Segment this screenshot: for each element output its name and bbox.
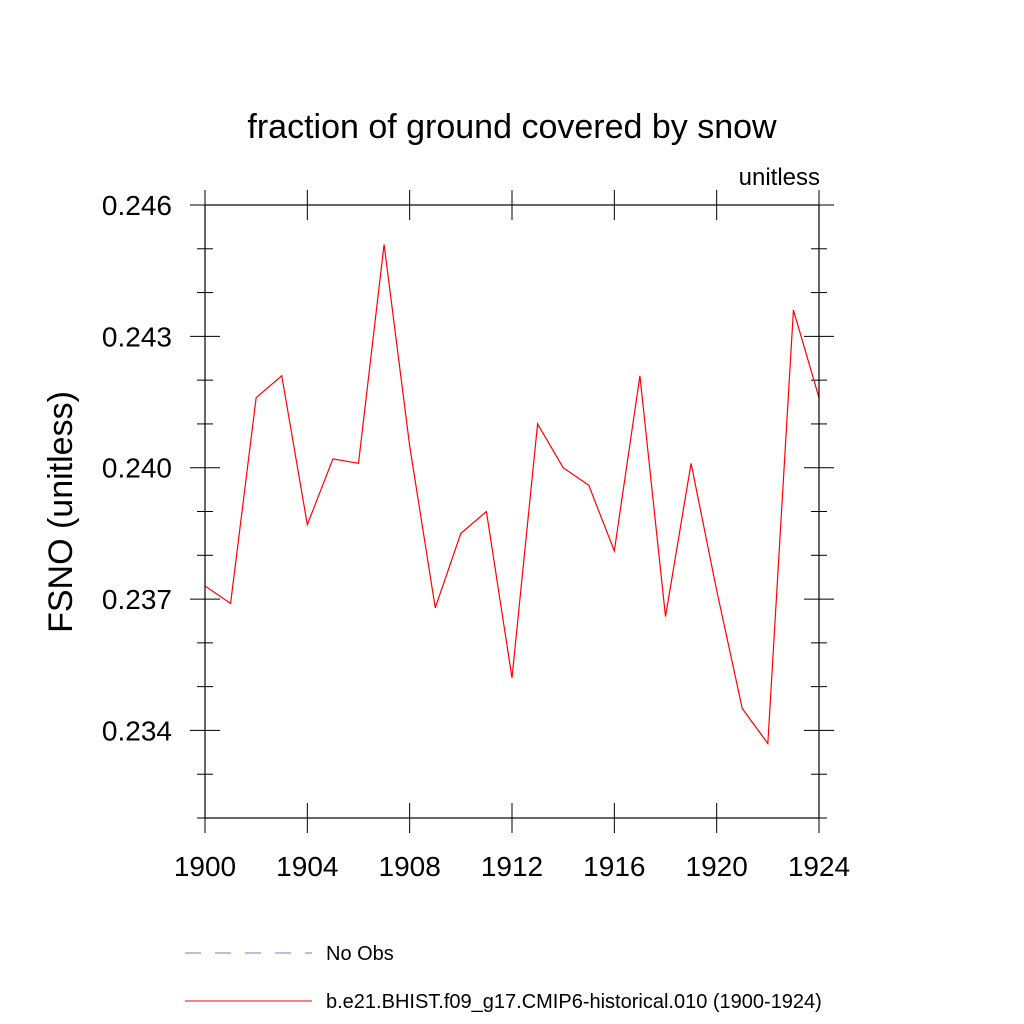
x-tick-label: 1916 bbox=[583, 851, 645, 882]
y-tick-label: 0.246 bbox=[102, 190, 172, 221]
x-tick-label: 1900 bbox=[174, 851, 236, 882]
y-tick-label: 0.243 bbox=[102, 321, 172, 352]
series-line-model bbox=[204, 244, 820, 746]
x-tick-label: 1912 bbox=[481, 851, 543, 882]
y-tick-label: 0.234 bbox=[102, 715, 172, 746]
legend: No Obs b.e21.BHIST.f09_g17.CMIP6-histori… bbox=[185, 943, 822, 1013]
axis-ticks bbox=[190, 190, 834, 833]
y-tick-label: 0.237 bbox=[102, 584, 172, 615]
legend-label-no-obs: No Obs bbox=[326, 943, 394, 965]
x-tick-label: 1908 bbox=[379, 851, 441, 882]
tick-labels: 1900 1904 1908 1912 1916 1920 1924 0.234 0.237 0.… bbox=[102, 190, 850, 882]
x-tick-label: 1920 bbox=[686, 851, 748, 882]
chart-title: fraction of ground covered by snow bbox=[247, 108, 777, 146]
series-layer bbox=[204, 244, 820, 746]
y-axis-label: FSNO (unitless) bbox=[42, 391, 80, 633]
units-label: unitless bbox=[739, 164, 820, 191]
y-tick-label: 0.240 bbox=[102, 453, 172, 484]
x-tick-label: 1904 bbox=[276, 851, 338, 882]
legend-label-model: b.e21.BHIST.f09_g17.CMIP6-historical.010… bbox=[326, 991, 822, 1013]
plot-frame bbox=[204, 204, 820, 819]
x-tick-label: 1924 bbox=[788, 851, 850, 882]
